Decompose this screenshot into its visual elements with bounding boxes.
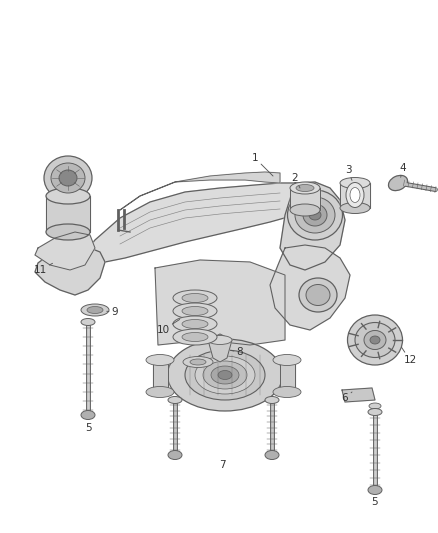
Ellipse shape (364, 330, 386, 350)
Ellipse shape (46, 188, 90, 204)
Ellipse shape (59, 170, 77, 186)
Polygon shape (290, 188, 320, 210)
Text: 3: 3 (345, 165, 352, 180)
Ellipse shape (173, 290, 217, 306)
Ellipse shape (355, 322, 395, 358)
Ellipse shape (173, 303, 217, 319)
Ellipse shape (273, 386, 301, 398)
Ellipse shape (340, 177, 370, 189)
Ellipse shape (265, 450, 279, 459)
Ellipse shape (309, 210, 321, 220)
Ellipse shape (368, 486, 382, 495)
Ellipse shape (346, 182, 364, 207)
Text: 1: 1 (252, 153, 273, 176)
Text: 10: 10 (156, 319, 180, 335)
Ellipse shape (368, 408, 382, 416)
Ellipse shape (168, 397, 182, 403)
Ellipse shape (167, 339, 283, 411)
Ellipse shape (168, 450, 182, 459)
Ellipse shape (389, 175, 407, 191)
Ellipse shape (182, 306, 208, 316)
Ellipse shape (203, 361, 247, 389)
Ellipse shape (182, 333, 208, 342)
Polygon shape (270, 245, 350, 330)
Ellipse shape (287, 190, 343, 240)
Ellipse shape (208, 335, 232, 344)
Polygon shape (46, 196, 90, 232)
Ellipse shape (340, 203, 370, 214)
Ellipse shape (303, 204, 327, 226)
Ellipse shape (182, 294, 208, 303)
Ellipse shape (290, 204, 320, 216)
Ellipse shape (218, 370, 232, 379)
Text: 12: 12 (402, 348, 417, 365)
Ellipse shape (173, 316, 217, 332)
Ellipse shape (81, 410, 95, 419)
Text: 11: 11 (33, 263, 53, 275)
Ellipse shape (295, 197, 335, 233)
Ellipse shape (369, 403, 381, 409)
Text: 9: 9 (107, 307, 118, 317)
Polygon shape (208, 334, 232, 362)
Text: 8: 8 (231, 347, 244, 357)
Text: 5: 5 (85, 423, 91, 433)
Polygon shape (153, 360, 168, 392)
Polygon shape (280, 360, 295, 392)
Ellipse shape (87, 306, 103, 313)
Ellipse shape (347, 315, 403, 365)
Ellipse shape (173, 329, 217, 345)
Polygon shape (35, 248, 105, 295)
Ellipse shape (185, 350, 265, 400)
Ellipse shape (44, 156, 92, 200)
Text: 2: 2 (292, 173, 300, 188)
Ellipse shape (299, 278, 337, 312)
Ellipse shape (46, 224, 90, 240)
Polygon shape (340, 183, 370, 208)
Polygon shape (280, 182, 345, 270)
Ellipse shape (146, 386, 174, 398)
Ellipse shape (290, 182, 320, 194)
Polygon shape (120, 172, 280, 210)
Ellipse shape (350, 188, 360, 203)
Polygon shape (155, 260, 285, 345)
Ellipse shape (273, 354, 301, 366)
Text: 4: 4 (400, 163, 406, 177)
Ellipse shape (146, 354, 174, 366)
Ellipse shape (370, 336, 380, 344)
Polygon shape (35, 232, 95, 270)
Ellipse shape (81, 304, 109, 316)
Text: 7: 7 (219, 460, 225, 470)
Ellipse shape (296, 184, 314, 191)
Ellipse shape (195, 356, 255, 394)
Text: 5: 5 (372, 497, 378, 507)
Ellipse shape (306, 285, 330, 305)
Ellipse shape (183, 357, 213, 367)
Ellipse shape (190, 359, 206, 365)
Ellipse shape (182, 319, 208, 328)
Ellipse shape (265, 397, 279, 403)
Polygon shape (65, 183, 315, 268)
Ellipse shape (81, 319, 95, 326)
Text: 6: 6 (342, 392, 352, 403)
Ellipse shape (211, 366, 239, 384)
Ellipse shape (51, 163, 85, 193)
Polygon shape (342, 388, 375, 402)
